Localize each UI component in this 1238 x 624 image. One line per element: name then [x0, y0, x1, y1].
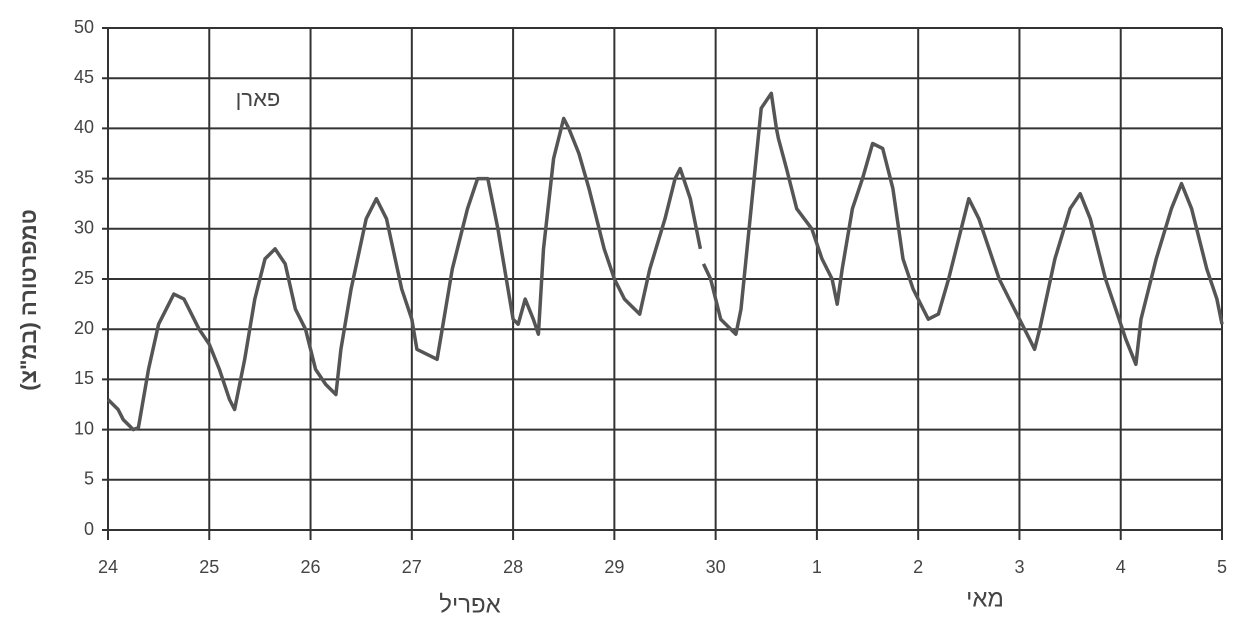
- annotation: פארן: [236, 86, 281, 111]
- y-tick-label: 0: [84, 519, 94, 539]
- x-tick-label: 29: [604, 557, 624, 577]
- x-tick-label: 4: [1116, 557, 1126, 577]
- x-tick-label: 2: [913, 557, 923, 577]
- x-tick-label: 25: [199, 557, 219, 577]
- y-tick-label: 5: [84, 469, 94, 489]
- annotation-box: [215, 82, 305, 118]
- x-tick-label: 26: [301, 557, 321, 577]
- month-label: מאי: [966, 585, 1004, 612]
- x-tick-label: 3: [1014, 557, 1024, 577]
- x-tick-label: 24: [98, 557, 118, 577]
- y-tick-label: 30: [74, 218, 94, 238]
- x-tick-label: 1: [812, 557, 822, 577]
- y-axis-label: טמפרטורה (במ"צ): [16, 209, 41, 390]
- x-tick-label: 27: [402, 557, 422, 577]
- y-tick-label: 25: [74, 268, 94, 288]
- temperature-line: [106, 91, 1224, 432]
- y-tick-label: 50: [74, 17, 94, 37]
- y-tick-label: 35: [74, 167, 94, 187]
- x-tick-label: 30: [706, 557, 726, 577]
- y-tick-label: 40: [74, 117, 94, 137]
- y-tick-label: 10: [74, 418, 94, 438]
- y-tick-label: 15: [74, 368, 94, 388]
- y-tick-label: 45: [74, 67, 94, 87]
- month-label: אפריל: [439, 591, 500, 618]
- x-tick-label: 5: [1217, 557, 1227, 577]
- y-tick-label: 20: [74, 318, 94, 338]
- x-tick-label: 28: [503, 557, 523, 577]
